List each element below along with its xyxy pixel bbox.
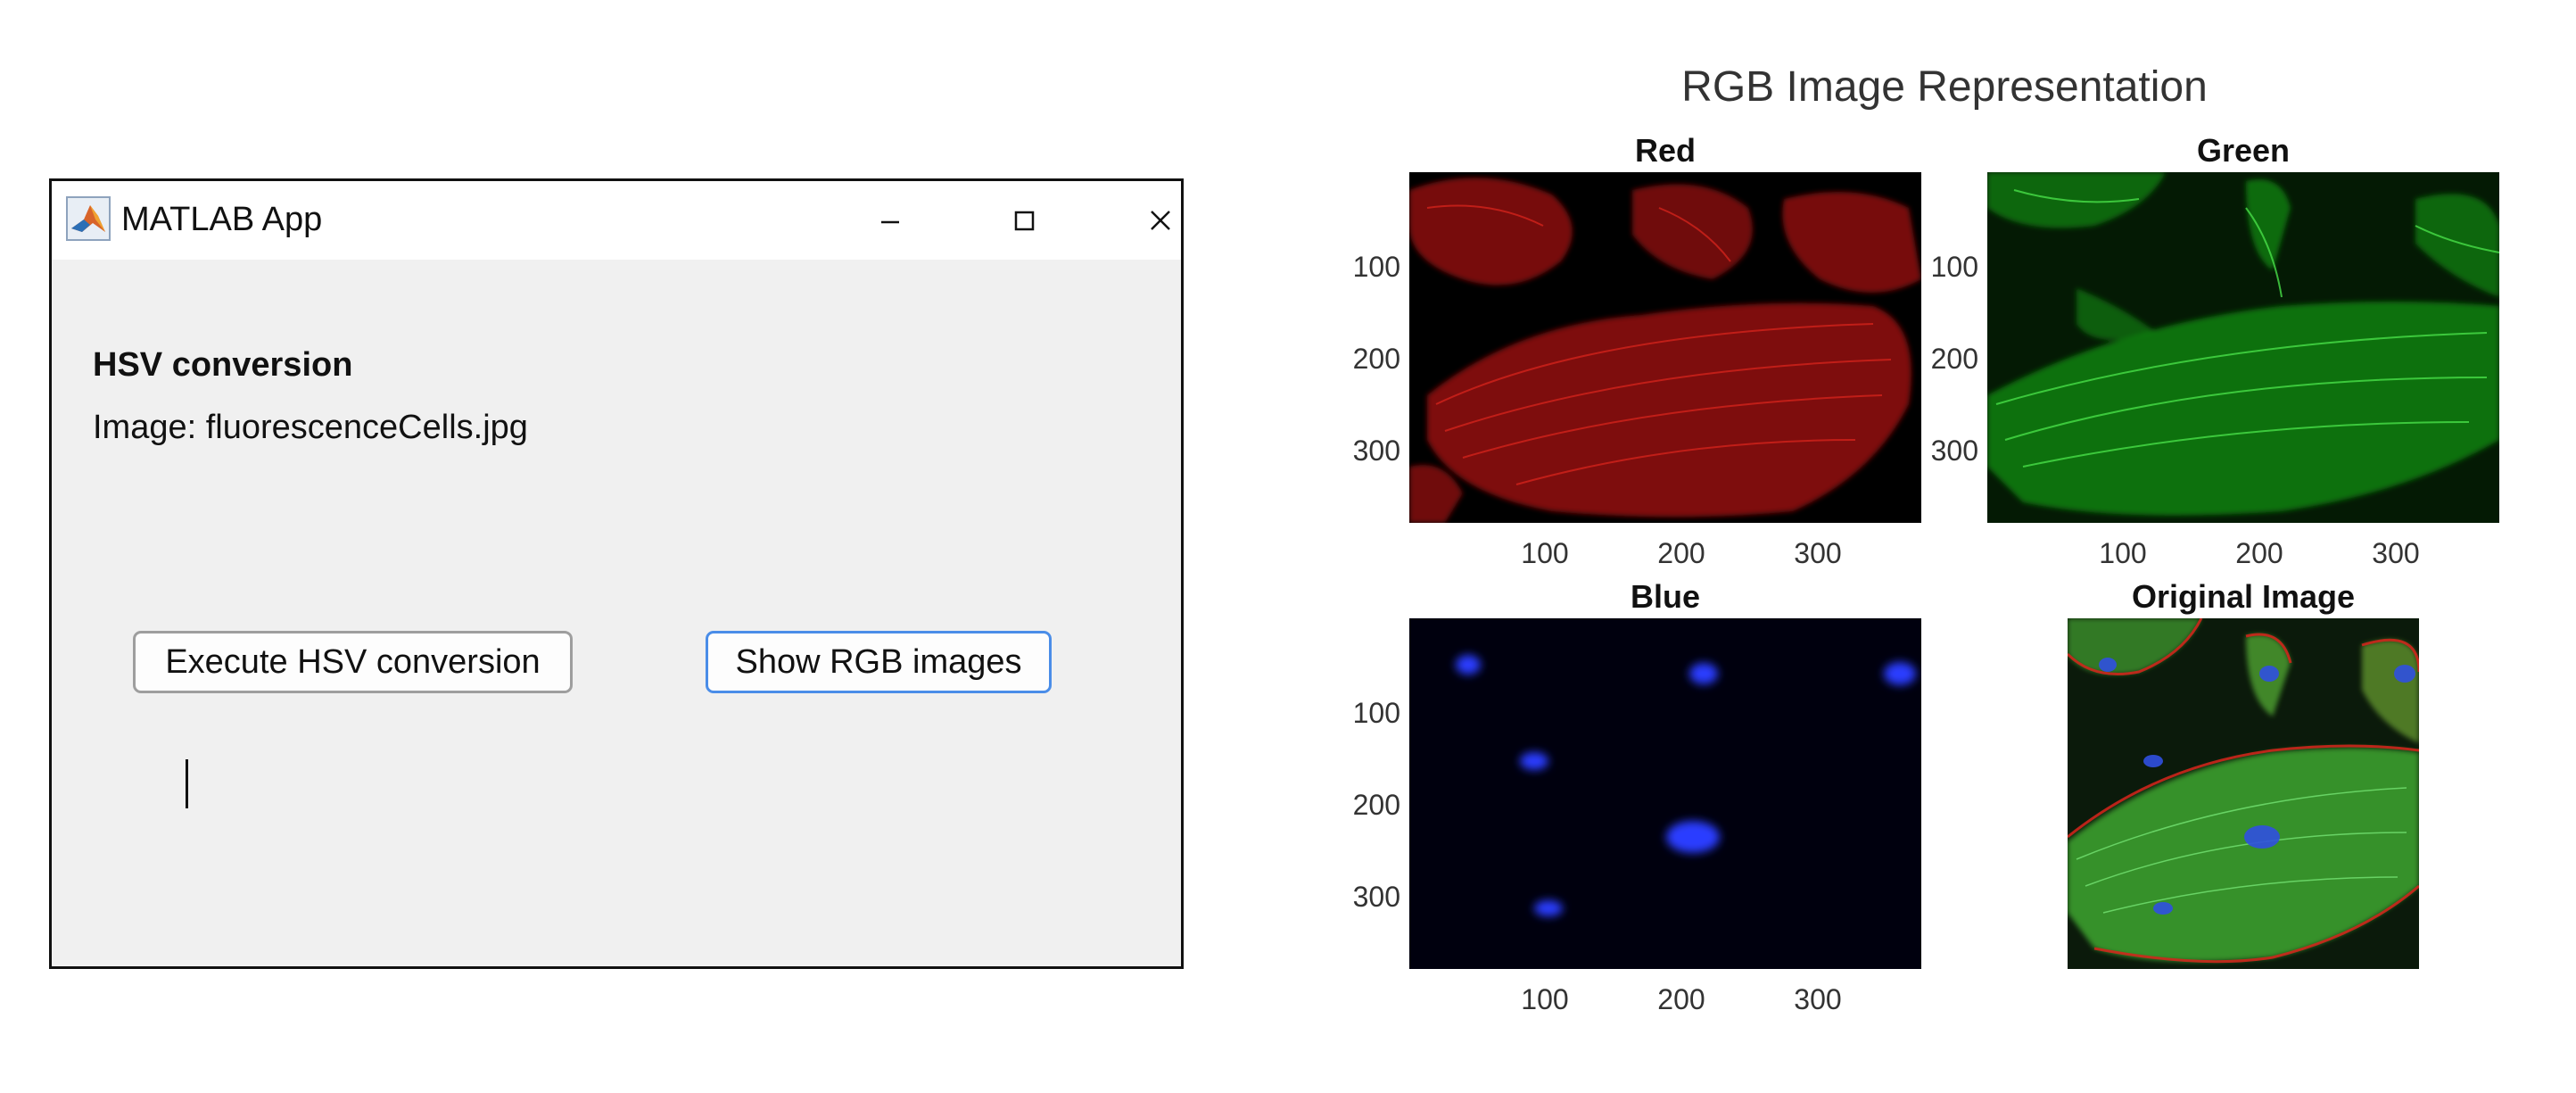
minimize-button[interactable] (863, 194, 917, 247)
red-xtick: 300 (1794, 537, 1842, 569)
green-ytick: 100 (1930, 251, 1978, 283)
red-ytick: 100 (1352, 251, 1400, 283)
blue-panel-title: Blue (1630, 578, 1700, 615)
blue-ytick: 300 (1352, 881, 1400, 913)
green-xtick: 200 (2235, 537, 2283, 569)
close-icon (1151, 211, 1170, 230)
blue-xtick: 100 (1521, 983, 1569, 1015)
title-bar[interactable]: MATLAB App (52, 181, 1181, 260)
original-panel-title: Original Image (2131, 578, 2356, 615)
green-channel-image (1987, 172, 2499, 523)
matlab-logo-icon (66, 196, 111, 241)
red-ytick: 200 (1352, 343, 1400, 375)
red-panel-title: Red (1634, 132, 1696, 169)
green-ytick: 300 (1930, 435, 1978, 467)
green-ytick: 200 (1930, 343, 1978, 375)
blue-xtick: 300 (1794, 983, 1842, 1015)
maximize-icon (1014, 211, 1035, 231)
green-panel-title: Green (2196, 132, 2291, 169)
red-ytick: 300 (1352, 435, 1400, 467)
hsv-heading: HSV conversion (93, 346, 353, 384)
green-xtick: 100 (2099, 537, 2147, 569)
blue-ytick: 200 (1352, 789, 1400, 821)
app-content: HSV conversion Image: fluorescenceCells.… (52, 260, 1181, 966)
text-cursor (186, 759, 188, 808)
window-title: MATLAB App (121, 201, 323, 238)
blue-xtick: 200 (1657, 983, 1705, 1015)
close-button[interactable] (1134, 194, 1187, 247)
red-channel-image (1409, 172, 1921, 523)
blue-channel-image (1409, 618, 1921, 969)
matlab-app-window: MATLAB App HSV conversion Image: fluores… (49, 178, 1184, 969)
blue-ytick: 100 (1352, 697, 1400, 729)
image-label: Image: fluorescenceCells.jpg (93, 409, 528, 446)
maximize-button[interactable] (997, 194, 1051, 247)
minimize-icon (881, 220, 899, 224)
original-image (2068, 618, 2419, 969)
show-rgb-button[interactable]: Show RGB images (706, 631, 1052, 693)
green-xtick: 300 (2372, 537, 2420, 569)
red-xtick: 200 (1657, 537, 1705, 569)
execute-hsv-button[interactable]: Execute HSV conversion (133, 631, 573, 693)
figure-title: RGB Image Representation (1681, 63, 2208, 111)
red-xtick: 100 (1521, 537, 1569, 569)
